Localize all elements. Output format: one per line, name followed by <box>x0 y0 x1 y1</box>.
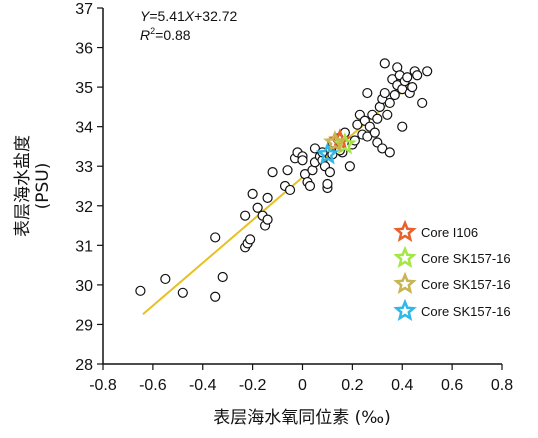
legend-label: Core SK157-16 <box>421 304 511 319</box>
data-point <box>177 287 188 298</box>
data-point <box>369 127 380 138</box>
core-star-marker <box>333 132 357 155</box>
y-tick-label: 35 <box>75 80 93 97</box>
x-tick-label: 0.2 <box>341 377 363 394</box>
data-point <box>422 66 433 77</box>
legend-star-icon <box>393 271 417 294</box>
data-point <box>389 89 400 101</box>
data-point <box>382 109 393 120</box>
data-point <box>412 70 423 81</box>
data-point <box>267 167 278 178</box>
legend-star-icon <box>393 298 417 321</box>
data-point <box>322 178 333 190</box>
data-point <box>384 97 395 109</box>
data-point <box>297 155 308 166</box>
y-tick-label: 36 <box>75 41 93 58</box>
data-point <box>304 180 316 192</box>
x-tick-label: -0.4 <box>189 377 217 394</box>
data-point <box>282 165 293 176</box>
y-tick-label: 32 <box>75 199 93 216</box>
legend: Core I106 Core SK157-16 Core SK157-16 Core … <box>393 219 511 321</box>
y-axis-title-line1: 表层海水盐度 <box>13 135 33 237</box>
core-markers <box>315 128 357 165</box>
data-point <box>324 167 336 178</box>
data-point <box>135 285 146 296</box>
data-point <box>247 188 258 200</box>
data-point <box>240 210 251 221</box>
data-point <box>407 82 418 93</box>
data-point <box>344 161 355 172</box>
data-point <box>252 202 263 213</box>
legend-label: Core SK157-16 <box>421 251 511 266</box>
data-point <box>262 192 273 203</box>
r-squared: R2=0.88 <box>140 26 191 43</box>
x-axis-title: 表层海水氧同位素 (‰) <box>213 408 390 428</box>
data-point <box>372 113 383 124</box>
data-point <box>217 271 228 283</box>
plot-area: 28 29 30 31 32 33 34 35 36 37 -0.8 -0.6 -0.4 -0.2 0 0.… <box>75 1 513 394</box>
x-tick-label: 0 <box>298 377 307 394</box>
data-point <box>262 214 273 225</box>
y-tick-label: 29 <box>75 317 93 334</box>
data-point <box>362 87 373 99</box>
y-axis-title-line2: (PSU) <box>33 163 53 210</box>
data-point <box>284 184 296 196</box>
data-point <box>384 147 395 158</box>
data-point <box>160 273 171 285</box>
legend-label: Core SK157-16 <box>421 277 511 292</box>
data-point <box>379 87 390 99</box>
y-axis-title: 表层海水盐度 (PSU) <box>13 135 53 237</box>
legend-label: Core I106 <box>421 225 478 240</box>
data-point <box>245 234 256 245</box>
x-tick-label: 0.6 <box>441 377 463 394</box>
data-point <box>210 232 221 243</box>
x-tick-label: -0.6 <box>139 377 167 394</box>
y-tick-label: 30 <box>75 278 93 295</box>
core-star-marker <box>315 142 340 165</box>
data-point <box>210 291 221 302</box>
data-point <box>402 72 413 83</box>
y-ticks: 28 29 30 31 32 33 34 35 36 37 <box>75 1 103 374</box>
x-ticks: -0.8 -0.6 -0.4 -0.2 0 0.2 0.4 0.6 0.8 <box>89 364 513 394</box>
regression-equation: Y=5.41X+32.72 <box>140 8 238 24</box>
y-tick-label: 28 <box>75 357 93 374</box>
data-point <box>397 121 408 132</box>
y-tick-label: 34 <box>75 120 93 137</box>
legend-star-icon <box>393 245 417 268</box>
legend-star-icon <box>393 219 417 242</box>
y-tick-label: 31 <box>75 238 93 255</box>
core-star-marker <box>323 130 347 153</box>
x-tick-label: 0.8 <box>491 377 513 394</box>
data-point <box>417 97 428 109</box>
y-tick-label: 37 <box>75 1 93 18</box>
y-tick-label: 33 <box>75 159 93 176</box>
x-tick-label: -0.2 <box>239 377 267 394</box>
x-tick-label: 0.4 <box>391 377 413 394</box>
x-tick-label: -0.8 <box>89 377 117 394</box>
data-point <box>379 58 390 69</box>
data-points <box>135 58 433 302</box>
